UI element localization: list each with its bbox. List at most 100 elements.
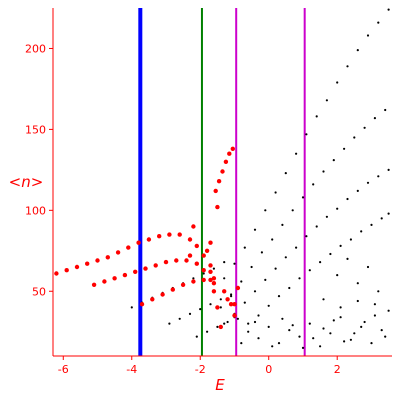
data-point <box>274 191 277 194</box>
data-point <box>339 316 342 319</box>
data-point <box>380 217 383 220</box>
data-point <box>240 280 243 283</box>
data-point <box>339 244 342 247</box>
vertical-lines <box>138 8 306 356</box>
data-point <box>228 302 234 307</box>
data-point <box>187 237 193 242</box>
data-point <box>209 303 212 306</box>
data-point <box>212 267 215 270</box>
data-point <box>325 215 328 218</box>
data-point <box>277 295 281 298</box>
data-point <box>213 188 218 194</box>
data-point <box>271 238 274 241</box>
data-point <box>227 151 232 156</box>
x-axis-label: E <box>215 376 225 394</box>
data-point <box>201 277 206 283</box>
data-point <box>277 342 281 345</box>
data-point <box>288 286 291 290</box>
data-point <box>208 277 213 283</box>
data-point <box>264 278 267 281</box>
data-point <box>377 21 380 24</box>
data-point <box>363 126 366 129</box>
data-point <box>247 330 250 333</box>
x-tick-label: -6 <box>58 363 69 376</box>
data-point <box>284 256 287 259</box>
data-point <box>373 117 376 120</box>
data-point <box>194 261 199 266</box>
data-point <box>298 277 301 280</box>
data-point <box>133 269 138 274</box>
data-point <box>215 305 220 310</box>
data-point <box>384 108 387 112</box>
data-point <box>105 255 111 260</box>
data-point <box>243 246 246 249</box>
data-point <box>336 81 339 84</box>
y-tick-label: 50 <box>32 285 46 298</box>
data-point <box>115 250 121 255</box>
data-point <box>208 263 213 268</box>
data-point <box>387 168 390 171</box>
data-point <box>366 181 370 184</box>
data-point <box>301 346 305 349</box>
data-point <box>295 246 298 249</box>
data-point <box>143 266 148 271</box>
data-point <box>126 245 131 250</box>
data-point <box>349 238 352 241</box>
x-tick-label: -2 <box>195 363 206 376</box>
data-point <box>319 261 322 264</box>
data-point <box>322 327 325 330</box>
data-point <box>343 340 346 343</box>
data-point <box>208 240 213 245</box>
data-point <box>223 277 226 280</box>
data-point <box>315 115 318 118</box>
data-point <box>202 272 205 275</box>
data-point <box>201 268 206 273</box>
data-point <box>240 342 243 345</box>
data-point <box>267 325 270 328</box>
data-point <box>387 309 390 312</box>
data-point <box>130 306 133 309</box>
data-point <box>204 248 210 253</box>
data-point <box>243 301 246 304</box>
data-point <box>64 268 69 273</box>
data-point <box>305 235 308 238</box>
data-point <box>95 258 100 263</box>
data-point <box>235 285 241 291</box>
data-point <box>336 274 339 277</box>
data-point <box>223 261 226 264</box>
data-point <box>54 271 59 276</box>
data-point <box>322 170 325 173</box>
data-point <box>366 265 370 269</box>
data-point <box>170 287 175 292</box>
data-point <box>370 223 373 226</box>
data-point <box>220 169 225 174</box>
data-point <box>253 320 257 324</box>
data-point <box>257 314 260 317</box>
data-point <box>226 320 229 324</box>
data-point <box>211 281 217 286</box>
data-point <box>377 175 380 178</box>
data-point <box>167 232 172 237</box>
data-point <box>250 265 253 269</box>
data-point <box>177 232 182 237</box>
data-point <box>322 298 325 301</box>
data-point <box>216 179 222 184</box>
data-point <box>380 329 383 332</box>
data-point <box>178 317 181 320</box>
data-point <box>225 297 230 302</box>
data-point <box>160 292 165 297</box>
data-point <box>206 330 209 333</box>
data-point <box>284 172 287 175</box>
data-point <box>339 306 342 309</box>
data-point <box>353 136 356 139</box>
data-point <box>85 261 90 266</box>
data-point <box>291 324 294 327</box>
data-point <box>319 345 322 348</box>
data-point <box>192 277 195 280</box>
data-point <box>218 324 223 330</box>
data-point <box>168 322 171 325</box>
data-point <box>222 289 227 294</box>
data-point <box>384 335 387 338</box>
data-point <box>230 293 233 296</box>
